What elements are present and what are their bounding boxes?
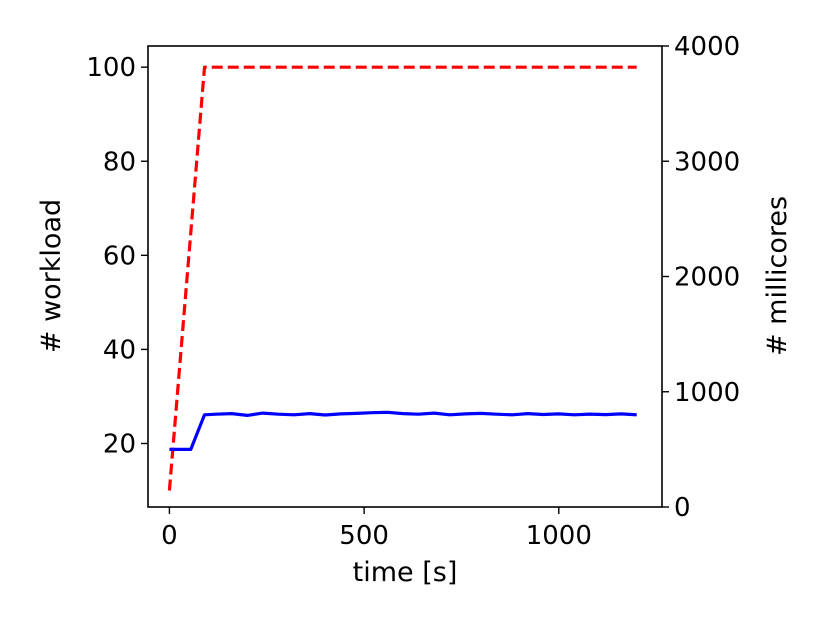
y-tick-label: 40: [103, 335, 136, 365]
x-tick-label: 500: [339, 521, 389, 551]
y-axis-label: # workload: [36, 199, 67, 353]
x-tick-label: 1000: [526, 521, 592, 551]
x-tick-label: 0: [161, 521, 178, 551]
y2-tick-label: 3000: [674, 147, 740, 177]
x-axis-label: time [s]: [353, 557, 458, 588]
y-tick-label: 60: [103, 241, 136, 271]
y-tick-label: 80: [103, 147, 136, 177]
workload-series-line: [167, 65, 637, 491]
series-layer: [167, 65, 637, 491]
y2-tick-label: 1000: [674, 378, 740, 408]
y-tick-label: 100: [86, 53, 136, 83]
millicores-series-line: [169, 410, 637, 451]
y-tick-label: 20: [103, 429, 136, 459]
y-axis-left: 20 40 60 80 100: [86, 53, 148, 459]
x-axis: 0 500 1000: [161, 507, 592, 551]
y2-tick-label: 4000: [674, 32, 740, 62]
y2-tick-label: 2000: [674, 263, 740, 293]
y2-tick-label: 0: [674, 493, 691, 523]
y2-axis-label: # millicores: [762, 196, 793, 356]
plot-area: [148, 46, 662, 507]
y-axis-right: 0 1000 2000 3000 4000: [662, 32, 740, 523]
